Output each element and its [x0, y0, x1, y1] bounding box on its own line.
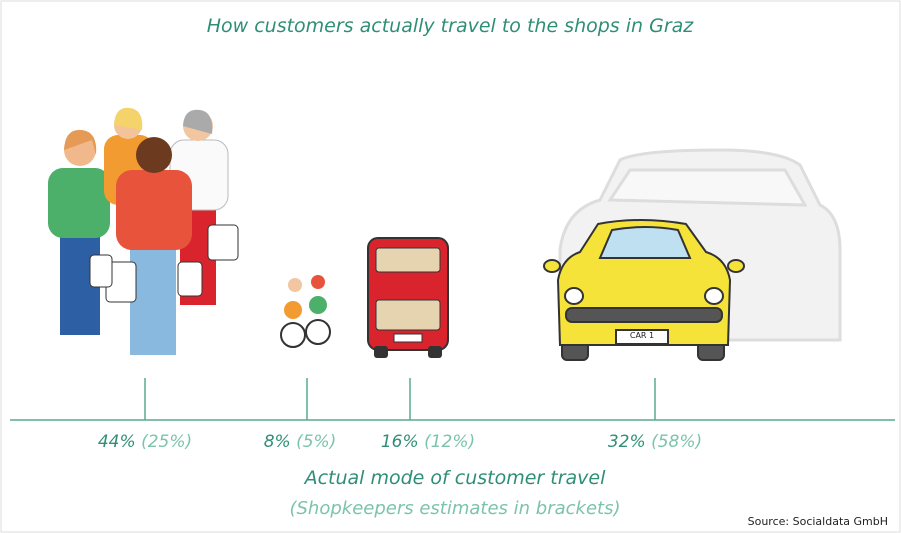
estimate: (25%) — [141, 432, 192, 452]
estimate: (58%) — [651, 432, 702, 452]
mode-label: 8% (5%) — [264, 432, 337, 452]
car — [543, 219, 745, 361]
estimate: (5%) — [296, 432, 336, 452]
caption-note: (Shopkeepers estimates in brackets) — [289, 498, 620, 519]
actual: 16% — [381, 432, 419, 452]
caption: Actual mode of customer travel — [303, 467, 607, 489]
actual: 44% — [98, 432, 136, 452]
mode-labels: 44% (25%) 8% (5%) 16% (12%) 32% (58%) — [98, 432, 702, 452]
mode-label: 44% (25%) — [98, 432, 192, 452]
bus — [367, 237, 449, 358]
title: How customers actually travel to the sho… — [207, 15, 695, 37]
actual: 32% — [608, 432, 646, 452]
mode-label: 16% (12%) — [381, 432, 475, 452]
car-plate: CAR 1 — [630, 331, 654, 340]
bikes — [280, 275, 331, 348]
estimate: (12%) — [424, 432, 475, 452]
actual: 8% — [264, 432, 291, 452]
people — [48, 107, 239, 355]
pointers — [144, 378, 656, 420]
mode-label: 32% (58%) — [608, 432, 702, 452]
source: Source: Socialdata GmbH — [748, 515, 888, 528]
